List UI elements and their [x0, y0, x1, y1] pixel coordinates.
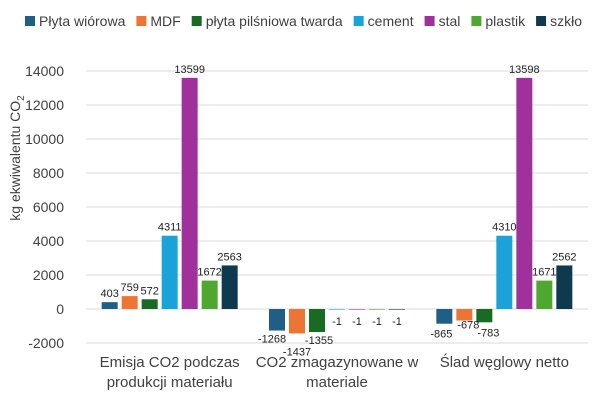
- legend-swatch: [191, 16, 202, 26]
- bar: [556, 265, 573, 309]
- gridlines: [86, 70, 588, 344]
- y-axis-title: kg ekwiwalentu CO2: [7, 95, 27, 221]
- data-label: -1437: [283, 346, 311, 358]
- legend-swatch: [25, 16, 35, 26]
- bar: [536, 280, 553, 309]
- category-label: CO2 zmagazynowane w: [256, 354, 419, 371]
- bar: [141, 299, 158, 309]
- category-label: produkcji materiału: [107, 374, 233, 391]
- category-label: Emisja CO2 podczas: [100, 354, 240, 371]
- bar: [496, 235, 513, 309]
- legend-label: Płyta wiórowa: [39, 13, 126, 29]
- data-label: 2563: [217, 251, 241, 263]
- bar: [221, 265, 238, 309]
- data-label: 759: [120, 282, 138, 294]
- data-label: 13598: [509, 64, 540, 76]
- data-label: -1: [372, 316, 382, 328]
- bar: [181, 77, 198, 309]
- y-tick-label: 2000: [33, 267, 64, 283]
- y-tick-label: 6000: [33, 199, 64, 215]
- y-tick-label: 0: [56, 301, 64, 317]
- bar: [389, 309, 405, 310]
- data-label: 4311: [158, 222, 182, 234]
- data-label: -783: [477, 327, 499, 339]
- bar: [201, 280, 218, 309]
- legend-swatch: [471, 16, 482, 26]
- bar: [476, 309, 493, 323]
- bar: [289, 309, 305, 334]
- legend-label: cement: [368, 13, 414, 29]
- y-axis-title-subscript: 2: [16, 95, 27, 101]
- legend-swatch: [424, 16, 435, 26]
- legend-label: MDF: [150, 13, 180, 29]
- bar: [329, 309, 345, 310]
- data-label: 1671: [532, 267, 556, 279]
- data-label: 403: [100, 288, 118, 300]
- y-tick-label: 10000: [25, 131, 64, 147]
- bar: [121, 296, 138, 309]
- legend-label: szkło: [550, 13, 582, 29]
- data-label: 1672: [197, 267, 221, 279]
- category-labels: Emisja CO2 podczas produkcji materiału CO2…: [100, 353, 569, 391]
- bar: [161, 235, 178, 309]
- bar: [269, 309, 285, 331]
- category-label: materiale: [306, 374, 368, 391]
- bar: [456, 309, 473, 321]
- legend-label: płyta pilśniowa twarda: [206, 13, 343, 29]
- data-label: 572: [140, 285, 158, 297]
- y-tick-label: 14000: [25, 63, 64, 79]
- legend: Płyta wiórowa MDF płyta pilśniowa twarda ce…: [25, 13, 582, 29]
- y-tick-label: 12000: [25, 97, 64, 113]
- legend-swatch: [353, 16, 364, 26]
- data-label: 13599: [174, 64, 205, 76]
- bar: [349, 309, 365, 310]
- y-axis-ticks: -2000 0 2000 4000 6000 8000 10000 12000 14000: [25, 63, 64, 351]
- data-label: -1: [332, 316, 342, 328]
- bar: [101, 302, 118, 309]
- y-tick-label: -2000: [28, 335, 64, 351]
- bar: [309, 309, 325, 333]
- y-axis-title-text: kg ekwiwalentu CO: [7, 101, 23, 221]
- data-label: 2562: [552, 251, 576, 263]
- data-label: -1: [392, 316, 402, 328]
- y-tick-label: 8000: [33, 165, 64, 181]
- bar: [516, 77, 533, 309]
- y-tick-label: 4000: [33, 233, 64, 249]
- legend-label: stal: [439, 13, 461, 29]
- legend-label: plastik: [485, 13, 526, 29]
- bars: [101, 77, 573, 334]
- bar: [369, 309, 385, 310]
- data-label: -678: [457, 320, 479, 332]
- bar: [436, 309, 453, 324]
- data-label: -1268: [258, 334, 286, 346]
- legend-swatch: [536, 16, 547, 26]
- data-label: 4310: [492, 222, 516, 234]
- data-label: -1: [352, 316, 362, 328]
- legend-swatch: [136, 16, 147, 26]
- data-label: -1355: [305, 335, 333, 347]
- category-label: Ślad węglowy netto: [440, 353, 569, 371]
- data-label: -865: [430, 329, 452, 341]
